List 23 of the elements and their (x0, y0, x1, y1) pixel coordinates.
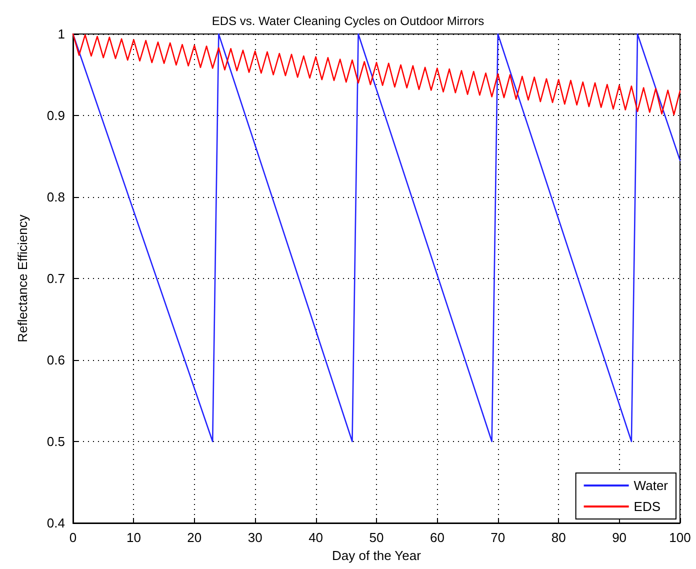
x-tick-label: 10 (126, 530, 141, 545)
y-tick-label: 0.6 (46, 352, 65, 368)
legend-label: EDS (634, 499, 661, 514)
x-tick-label: 90 (612, 530, 627, 545)
y-axis-title: Reflectance Efficiency (15, 214, 30, 342)
x-tick-label: 40 (308, 530, 324, 545)
y-tick-label: 0.8 (46, 190, 65, 204)
x-axis-title: Day of the Year (332, 548, 422, 563)
y-tick-label: 0.4 (46, 516, 65, 530)
x-tick-label: 80 (551, 530, 566, 545)
y-tick-label: 1 (58, 26, 65, 42)
x-tick-label: 30 (248, 530, 262, 545)
x-tick-label: 100 (669, 530, 691, 545)
y-tick-label: 0.7 (46, 271, 65, 286)
legend-label: Water (634, 478, 669, 493)
x-tick-label: 20 (187, 530, 202, 545)
x-tick-label: 70 (490, 530, 506, 545)
x-tick-label: 0 (69, 530, 77, 545)
x-tick-label: 50 (369, 530, 384, 545)
x-tick-label: 60 (430, 530, 444, 545)
y-tick-label: 0.5 (46, 434, 65, 449)
y-tick-label: 0.9 (46, 108, 65, 123)
chart-title: EDS vs. Water Cleaning Cycles on Outdoor Mirrors (212, 14, 484, 28)
